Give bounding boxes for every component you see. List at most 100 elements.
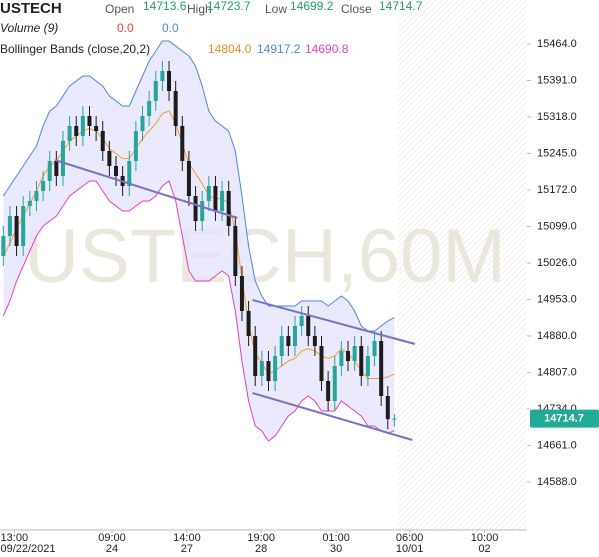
bb-label: Bollinger Bands (close,20,2): [0, 42, 150, 56]
y-tick-label: 14807.0: [537, 366, 577, 378]
x-date-label: 30: [330, 543, 342, 555]
future-area: [397, 0, 527, 530]
candle-body: [114, 166, 119, 176]
y-tick-label: 15099.0: [537, 220, 577, 232]
candle-body: [352, 346, 357, 361]
trendline: [252, 392, 413, 441]
candle-body: [226, 191, 231, 226]
x-tick-label: 09:00: [98, 532, 126, 544]
candle-body: [246, 311, 251, 336]
candle-body: [239, 276, 244, 311]
candle-body: [173, 91, 178, 126]
y-tick-label: 15318.0: [537, 111, 577, 123]
candle-body: [385, 396, 390, 420]
volume-label: Volume (9): [0, 21, 58, 35]
candle-body: [140, 116, 145, 131]
candle-body: [94, 126, 99, 131]
candle-body: [259, 361, 264, 376]
candle-body: [359, 346, 364, 376]
candle-body: [14, 216, 19, 246]
candle-body: [47, 161, 52, 181]
candle-body: [193, 196, 198, 221]
price-tag: [530, 409, 599, 428]
candle-body: [80, 116, 85, 136]
bb-upper: 14917.2: [257, 42, 301, 56]
candle-body: [34, 191, 39, 201]
symbol: USTECH: [0, 0, 62, 17]
candle-body: [67, 126, 72, 141]
candle-body: [41, 181, 46, 191]
x-date-label: 27: [181, 543, 193, 555]
candle-body: [133, 131, 138, 161]
candle-body: [153, 81, 158, 101]
candle-body: [346, 351, 351, 361]
y-tick-label: 14880.0: [537, 330, 577, 342]
candle-body: [319, 346, 324, 381]
y-tick-label: 15245.0: [537, 147, 577, 159]
header: USTECH Open 14713.6 High 14723.7 Low 146…: [0, 0, 423, 56]
low-value: 14699.2: [290, 0, 334, 13]
high-label: High: [187, 2, 212, 16]
candle-body: [273, 356, 278, 381]
candle-body: [186, 161, 191, 196]
trendline: [54, 159, 238, 219]
watermark: USTECH,60M: [24, 214, 505, 299]
low-label: Low: [265, 2, 287, 16]
y-tick-label: 15172.0: [537, 184, 577, 196]
candle-body: [379, 341, 384, 396]
candle-body: [200, 201, 205, 221]
candle-body: [160, 71, 165, 81]
candle-body: [312, 336, 317, 346]
x-tick-label: 06:00: [396, 532, 424, 544]
candle-body: [286, 336, 291, 346]
trendline: [252, 299, 416, 345]
y-tick-label: 15391.0: [537, 74, 577, 86]
candle-body: [127, 161, 132, 186]
open-label: Open: [105, 2, 134, 16]
x-date-label: 24: [106, 543, 118, 555]
candle-body: [392, 418, 397, 420]
candle-body: [1, 236, 6, 256]
candle-body: [299, 316, 304, 326]
candle-body: [279, 336, 284, 356]
candle-body: [306, 316, 311, 336]
candle-body: [167, 71, 172, 91]
band-middle: [2, 110, 395, 379]
close-label: Close: [341, 2, 372, 16]
volume-value: 0.0: [162, 21, 179, 35]
candle-body: [206, 186, 211, 201]
x-date-label: 28: [255, 543, 267, 555]
candle-body: [365, 356, 370, 376]
high-value: 14723.7: [207, 0, 251, 13]
band-lower: [2, 180, 395, 442]
x-date-label: 02: [478, 543, 490, 555]
candle-body: [7, 216, 12, 236]
candle-body: [87, 116, 92, 126]
candle-body: [332, 366, 337, 401]
candle-body: [60, 141, 65, 176]
x-tick-label: 13:00: [1, 532, 29, 544]
plot: [1, 40, 416, 442]
candle-body: [74, 126, 79, 136]
volume-value: 0.0: [117, 21, 134, 35]
x-date-label: 10/01: [396, 543, 424, 555]
close-value: 14714.7: [379, 0, 423, 13]
candle-body: [107, 151, 112, 166]
open-value: 14713.6: [143, 0, 187, 13]
candle-body: [372, 341, 377, 356]
y-tick-label: 15464.0: [537, 38, 577, 50]
candle-body: [27, 201, 32, 206]
y-tick-label: 14661.0: [537, 439, 577, 451]
bb-lower: 14690.8: [305, 42, 349, 56]
candle-body: [233, 226, 238, 276]
bb-middle: 14804.0: [208, 42, 252, 56]
candle-body: [54, 161, 59, 176]
candle-body: [213, 186, 218, 211]
y-tick-label: 14953.0: [537, 293, 577, 305]
candle-body: [266, 361, 271, 381]
y-tick-label: 15026.0: [537, 257, 577, 269]
candle-body: [326, 381, 331, 401]
y-tick-label: 14588.0: [537, 476, 577, 488]
candle-body: [147, 101, 152, 116]
